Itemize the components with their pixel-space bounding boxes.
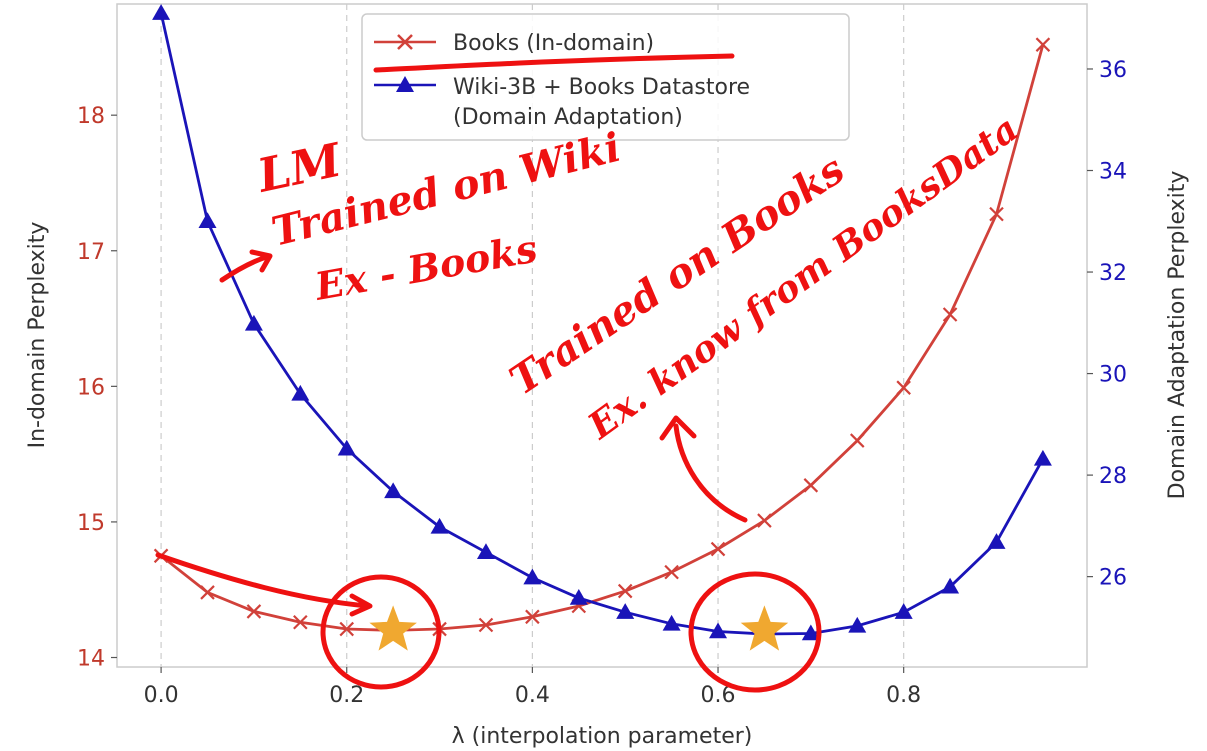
wiki-data-point [337,439,356,456]
left-axis-ticks: 14 15 16 17 18 [77,104,117,672]
left-tick-label: 14 [77,647,105,672]
wiki-data-point [662,614,681,631]
wiki-data-point [384,482,403,499]
wiki-data-point [801,624,820,641]
left-tick-label: 16 [77,375,105,400]
x-tick-label: 0.0 [144,683,179,708]
legend-underline [373,53,735,73]
right-axis-title: Domain Adaptation Perplexity [1165,171,1190,500]
books-data-point [525,609,540,625]
x-axis-title: λ (interpolation parameter) [452,724,753,749]
books-data-point [710,541,726,557]
right-tick-label: 34 [1099,160,1127,185]
x-axis-ticks: 0.0 0.2 0.4 0.6 0.8 [144,667,921,708]
legend-wiki-label-line1: Wiki-3B + Books Datastore [453,75,750,100]
wiki-data-point [476,543,495,560]
wiki-data-point [987,533,1006,549]
circle-right-minimum [688,571,822,693]
wiki-data-point [198,212,217,229]
legend-books-marker [397,34,413,50]
left-tick-label: 17 [77,240,105,265]
wiki-series-line [159,12,1045,636]
books-data-point [1035,37,1051,52]
books-data-point [339,621,355,637]
wiki-data-point [291,384,310,401]
x-tick-label: 0.4 [515,683,550,708]
wiki-data-point [152,4,171,20]
circle-left-minimum [320,574,442,690]
books-data-point [989,206,1004,222]
wiki-data-point [523,568,542,585]
annotation-curve-to-min [155,552,373,617]
left-tick-label: 15 [77,511,105,536]
books-data-point [478,617,494,633]
right-axis-ticks: 26 28 30 32 34 36 [1087,58,1127,591]
books-data-point [664,564,679,580]
wiki-data-point [244,314,263,331]
legend-books-label: Books (In-domain) [453,31,654,56]
annotation-arrow-left [219,249,273,283]
wiki-data-point [941,577,960,594]
star-layer [369,605,789,651]
books-data-point [849,433,865,448]
right-tick-label: 32 [1099,261,1127,286]
wiki-data-point [894,603,913,619]
left-axis-title: In-domain Perplexity [25,222,50,449]
wiki-data-point [1033,449,1052,466]
wiki-data-point [848,616,867,633]
books-data-point [942,307,958,322]
books-data-point [293,614,308,630]
books-data-point [757,513,772,528]
legend-box [361,13,850,141]
right-tick-label: 28 [1099,464,1127,489]
wiki-data-point [569,588,588,605]
optimum-star [369,605,417,651]
books-series-line [160,44,1045,632]
right-tick-label: 26 [1099,566,1127,591]
right-tick-label: 36 [1099,58,1127,83]
wiki-data-point [616,603,635,619]
annotation-arrow-right [659,415,748,523]
x-tick-label: 0.8 [886,683,921,708]
books-data-point [803,478,819,493]
books-data-point [617,583,633,599]
books-data-point [200,585,215,600]
books-data-point [246,604,262,619]
x-tick-label: 0.2 [329,683,364,708]
legend-wiki-label-line2: (Domain Adaptation) [453,105,683,130]
legend-wiki-marker [396,76,414,92]
wiki-data-point [430,517,449,534]
books-data-point [896,380,911,395]
wiki-data-point [709,622,728,639]
legend-wiki-label: Wiki-3B + Books Datastore (Domain Adapta… [453,75,757,130]
left-tick-label: 18 [77,104,105,129]
optimum-star [740,605,789,651]
right-tick-label: 30 [1099,363,1127,388]
legend: Books (In-domain) Wiki-3B + Books Datast… [361,13,850,141]
